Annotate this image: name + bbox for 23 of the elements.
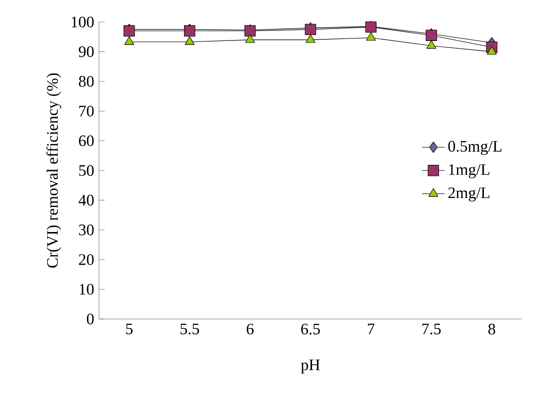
y-tick-label: 60	[78, 135, 94, 146]
y-tick-label: 40	[78, 194, 94, 206]
y-tick-label: 30	[79, 224, 94, 236]
y-tick-label: 90	[78, 46, 94, 58]
x-tick-label: 6.5	[301, 324, 320, 335]
x-tick-label: 7	[368, 324, 374, 334]
legend-label: 1mg/L	[449, 164, 490, 178]
y-tick-label: 20	[79, 254, 94, 265]
y-tick-label: 100	[72, 16, 94, 28]
y-tick-label: 50	[79, 165, 94, 176]
legend-label: 2mg/L	[448, 187, 490, 202]
y-tick-label: 10	[80, 284, 94, 295]
x-tick-label: 5	[126, 324, 133, 334]
x-tick-label: 6	[246, 324, 254, 334]
x-tick-label: 7.5	[422, 324, 441, 334]
y-tick-label: 70	[79, 106, 94, 116]
y-tick-label: 80	[78, 76, 94, 87]
x-axis-title: pH	[300, 360, 320, 374]
legend-label: 0.5mg/L	[448, 140, 502, 156]
x-tick-label: 5.5	[180, 324, 200, 334]
y-axis-title: Cr(VI) removal efficiency (%)	[46, 73, 62, 268]
x-tick-label: 8	[488, 324, 496, 334]
y-tick-label: 0	[86, 314, 94, 324]
